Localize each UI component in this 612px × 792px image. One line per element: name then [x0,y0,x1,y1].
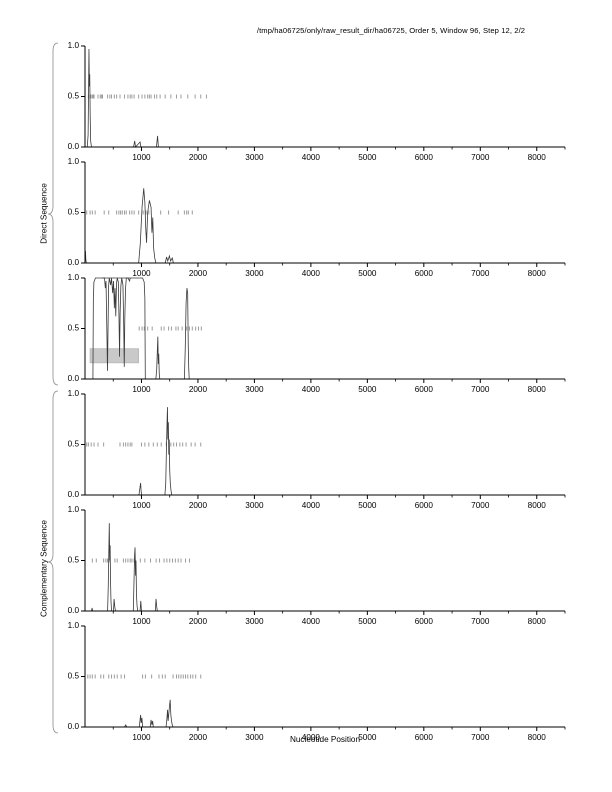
subplot-direct-1: 0.0 0.5 1.0 1000 2000 3000 4000 5000 6000 7000 800… [68,41,566,162]
x-tick-label: 2000 [189,153,208,162]
signal-line [84,188,565,264]
y-tick-label: 0.5 [68,672,80,681]
highlight-rect [89,348,139,364]
x-tick-label: 3000 [245,501,264,510]
x-tick-label: 8000 [528,733,547,742]
signal-line [85,407,565,496]
x-tick-label: 3000 [245,153,264,162]
x-tick-label: 3000 [245,385,264,394]
window-envelope-line [92,277,146,380]
y-tick-label: 0.5 [68,324,80,333]
x-tick-label: 7000 [471,733,490,742]
subplot-complementary-2: 0.0 0.5 1.0 1000 2000 3000 4000 5000 6000 7000 800… [68,505,566,626]
x-tick-label: 5000 [358,733,377,742]
y-tick-label: 1.0 [68,273,80,282]
x-tick-label: 6000 [415,153,434,162]
x-tick-label: 1000 [132,501,151,510]
y-tick-label: 0.0 [68,258,80,267]
y-tick-label: 1.0 [68,505,80,514]
signal-line [85,288,565,380]
x-tick-label: 8000 [528,153,547,162]
x-tick-label: 7000 [471,153,490,162]
x-tick-label: 5000 [358,269,377,278]
subplot-direct-3: 0.0 0.5 1.0 1000 2000 3000 4000 5000 6000 7000 800… [68,273,566,394]
subplot-direct-2: 0.0 0.5 1.0 1000 2000 3000 4000 5000 6000 7000 800… [68,157,566,278]
x-tick-label: 6000 [415,385,434,394]
axes-frame [84,626,565,728]
x-tick-label: 4000 [302,501,321,510]
x-axis-label: Nucleotide Position [289,735,361,744]
x-tick-label: 4000 [302,385,321,394]
axes-frame [84,510,565,612]
x-tick-label: 3000 [245,617,264,626]
y-tick-label: 1.0 [68,389,80,398]
x-tick-label: 4000 [302,733,321,742]
x-tick-label: 5000 [358,501,377,510]
plot-title: /tmp/ha06725/only/raw_result_dir/ha06725… [256,26,526,35]
x-tick-label: 7000 [471,501,490,510]
x-tick-label: 7000 [471,269,490,278]
x-tick-label: 1000 [132,385,151,394]
y-tick-label: 0.5 [68,208,80,217]
x-tick-label: 7000 [471,617,490,626]
x-tick-label: 8000 [528,617,547,626]
x-tick-label: 5000 [358,153,377,162]
x-tick-label: 4000 [302,617,321,626]
x-tick-label: 3000 [245,733,264,742]
x-tick-label: 1000 [132,269,151,278]
y-tick-label: 0.0 [68,490,80,499]
y-tick-label: 0.5 [68,92,80,101]
x-tick-label: 4000 [302,269,321,278]
y-tick-label: 0.0 [68,142,80,151]
x-tick-label: 8000 [528,385,547,394]
x-tick-label: 3000 [245,269,264,278]
y-tick-label: 0.0 [68,374,80,383]
x-tick-label: 6000 [415,617,434,626]
x-tick-label: 7000 [471,385,490,394]
x-tick-label: 1000 [132,153,151,162]
group-label-complementary-sequence: Complementary Sequence [39,520,49,617]
signal-line [85,523,565,612]
x-tick-label: 6000 [415,733,434,742]
x-tick-label: 2000 [189,385,208,394]
y-tick-label: 1.0 [68,621,80,630]
x-tick-label: 4000 [302,153,321,162]
group-brace-direct [47,42,59,386]
x-tick-label: 8000 [528,269,547,278]
y-tick-label: 0.0 [68,722,80,731]
axes-frame [84,162,565,264]
y-tick-label: 1.0 [68,41,80,50]
x-tick-label: 5000 [358,617,377,626]
x-tick-label: 5000 [358,385,377,394]
group-brace-complementary [47,390,59,734]
y-tick-label: 0.5 [68,440,80,449]
x-tick-label: 2000 [189,733,208,742]
group-label-direct-sequence: Direct Sequence [39,183,49,244]
x-tick-label: 1000 [132,617,151,626]
x-tick-label: 1000 [132,733,151,742]
x-tick-label: 6000 [415,269,434,278]
signal-line [85,699,565,728]
x-tick-label: 6000 [415,501,434,510]
x-tick-label: 2000 [189,617,208,626]
y-tick-label: 0.0 [68,606,80,615]
y-tick-label: 0.5 [68,556,80,565]
x-tick-label: 8000 [528,501,547,510]
inner-signal-line [101,277,131,371]
x-tick-label: 2000 [189,269,208,278]
subplot-complementary-3: 0.0 0.5 1.0 1000 2000 3000 4000 5000 6000 7000 800… [68,621,566,742]
x-tick-label: 2000 [189,501,208,510]
y-tick-label: 1.0 [68,157,80,166]
subplot-complementary-1: 0.0 0.5 1.0 1000 2000 3000 4000 5000 6000 7000 800… [68,389,566,510]
